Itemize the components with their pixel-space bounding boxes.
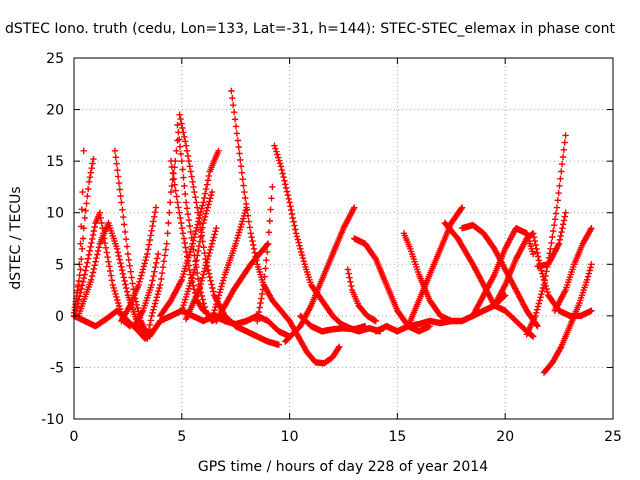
series-36: [551, 225, 595, 314]
y-tick-label: 0: [55, 309, 64, 325]
series-37-points: [555, 307, 595, 320]
y-axis-label: dSTEC / TECUs: [8, 186, 24, 289]
series-20-points: [254, 183, 276, 325]
series-14: [157, 147, 222, 320]
series-13-points: [176, 111, 282, 348]
y-tick-label: 25: [46, 51, 64, 67]
series-18-points: [208, 204, 250, 323]
x-axis-label: GPS time / hours of day 228 of year 2014: [198, 459, 488, 475]
series-31: [469, 225, 537, 320]
y-tick-label: -5: [50, 360, 64, 376]
series-22: [282, 204, 358, 345]
series-23-points: [297, 312, 369, 335]
series-28-points: [405, 204, 466, 330]
series-24-points: [344, 266, 379, 325]
series-30: [458, 221, 541, 330]
grid: [74, 58, 613, 419]
series-22-points: [282, 204, 358, 345]
series-18: [208, 204, 250, 323]
y-tick-label: 10: [46, 206, 64, 222]
series-13: [176, 111, 282, 348]
series-36-points: [551, 225, 595, 314]
series-15: [178, 188, 216, 314]
series-2-points: [70, 147, 87, 316]
series-8-points: [131, 250, 162, 330]
series-19: [213, 240, 272, 325]
series-2: [70, 147, 87, 316]
series-16: [182, 225, 220, 323]
series-8: [131, 250, 162, 330]
series-28: [405, 204, 466, 330]
series-7: [118, 204, 160, 325]
x-tick-label: 25: [604, 429, 622, 445]
series-20: [254, 183, 276, 325]
series-19-points: [213, 240, 272, 325]
series-21: [271, 142, 384, 335]
series-35-points: [540, 261, 595, 376]
x-tick-label: 15: [388, 429, 406, 445]
series-16-points: [182, 225, 220, 323]
series-35: [540, 261, 595, 376]
x-tick-label: 20: [496, 429, 514, 445]
y-tick-label: 5: [55, 257, 64, 273]
series-15-points: [178, 188, 216, 314]
series-30-points: [458, 221, 541, 330]
y-tick-label: -10: [41, 412, 64, 428]
chart-title: dSTEC Iono. truth (cedu, Lon=133, Lat=-3…: [5, 21, 615, 37]
x-tick-label: 10: [281, 429, 299, 445]
x-tick-label: 5: [177, 429, 186, 445]
series-37: [555, 307, 595, 320]
y-tick-label: 15: [46, 154, 64, 170]
series-25: [351, 235, 433, 335]
series-23: [297, 312, 369, 335]
series-14-points: [157, 147, 222, 320]
series-31-points: [469, 225, 537, 320]
series-24: [344, 266, 379, 325]
x-tick-label: 0: [70, 429, 79, 445]
axes: 0 5 10 15 20 25 -10 -5 0 5 10 15 20 25: [41, 51, 622, 445]
y-tick-label: 20: [46, 103, 64, 119]
series-34-points: [534, 209, 569, 270]
plot-frame: [73, 57, 614, 420]
series-7-points: [118, 204, 160, 325]
series-34: [534, 209, 569, 270]
series-21-points: [271, 142, 384, 335]
plot-area: [70, 87, 595, 376]
series-25-points: [351, 235, 433, 335]
